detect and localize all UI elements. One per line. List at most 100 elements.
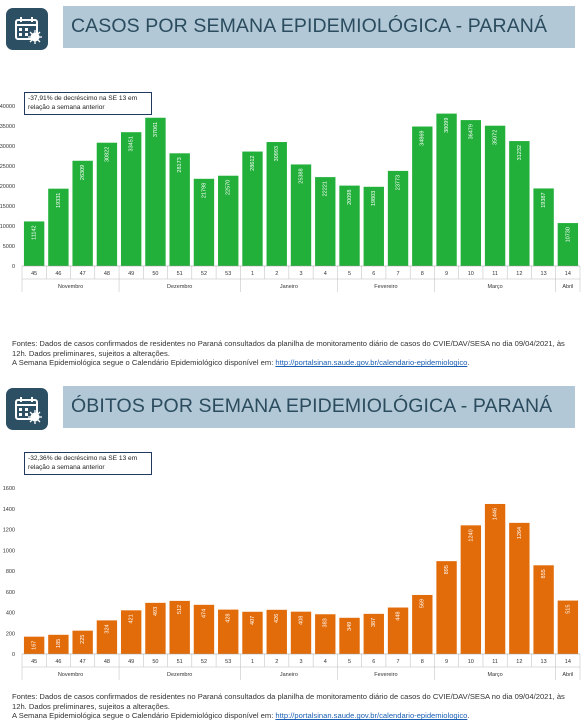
data-label: 30993 (274, 146, 280, 161)
x-tick-label: 45 (31, 271, 37, 277)
calendar-link[interactable]: http://portalsinan.saude.gov.br/calendar… (275, 711, 468, 721)
data-label: 36479 (468, 124, 474, 139)
data-label: 349 (347, 622, 353, 631)
bar (266, 142, 287, 266)
data-label: 33451 (129, 136, 135, 151)
data-label: 324 (104, 624, 110, 633)
footer-calendar: A Semana Epidemiológica segue o Calendár… (12, 711, 276, 721)
bar (387, 607, 409, 654)
x-tick-label: 13 (541, 659, 547, 665)
x-tick-label: 53 (225, 659, 231, 665)
bar (387, 170, 409, 266)
x-tick-label: 49 (128, 271, 134, 277)
x-tick-label: 51 (177, 659, 183, 665)
y-tick-label: 1600 (3, 486, 15, 492)
bar (484, 503, 506, 654)
y-tick-label: 0 (12, 652, 15, 658)
month-label: Novembro (58, 672, 83, 678)
bar (242, 611, 263, 654)
x-tick-label: 13 (541, 271, 547, 277)
data-label: 383 (323, 618, 329, 627)
footer-sources: Fontes: Dados de casos confirmados de re… (12, 692, 565, 711)
bar (120, 610, 142, 654)
data-label: 35072 (493, 130, 499, 145)
bar (363, 186, 384, 266)
bar (145, 602, 166, 654)
bar (460, 120, 482, 266)
bar (315, 177, 336, 266)
y-tick-label: 1000 (3, 548, 15, 554)
calendar-link[interactable]: http://portalsinan.saude.gov.br/calendar… (275, 358, 468, 368)
data-label: 34869 (420, 131, 426, 146)
bar (48, 188, 69, 266)
x-tick-label: 14 (565, 271, 571, 277)
x-tick-label: 12 (516, 271, 522, 277)
chart-title: ÓBITOS POR SEMANA EPIDEMIOLÓGICA - PARAN… (71, 395, 553, 417)
footer-calendar-line: A Semana Epidemiológica segue o Calendár… (12, 711, 572, 721)
month-label: Dezembro (167, 284, 192, 290)
bar (120, 132, 142, 266)
bar (169, 600, 190, 654)
data-label: 426 (274, 614, 280, 623)
y-tick-label: 800 (6, 569, 15, 575)
x-tick-label: 5 (348, 659, 351, 665)
bar (145, 117, 166, 266)
data-label: 493 (153, 607, 159, 616)
footer-end: . (467, 711, 470, 721)
bar (72, 160, 93, 266)
bar (557, 600, 579, 654)
decrease-note: -32,36% de decréscimo na SE 13 em relaçã… (24, 452, 152, 475)
data-label: 20098 (347, 190, 353, 205)
y-tick-label: 1400 (3, 507, 15, 513)
x-tick-label: 11 (492, 659, 498, 665)
bar (218, 609, 239, 654)
calendar-virus-icon (6, 8, 48, 50)
cases-panel: CASOS POR SEMANA EPIDEMIOLÓGICA - PARANÁ… (0, 0, 588, 367)
bar (193, 178, 215, 266)
x-tick-label: 50 (152, 659, 158, 665)
data-label: 225 (80, 635, 86, 644)
x-tick-label: 9 (445, 271, 448, 277)
month-label: Abril (562, 672, 573, 678)
bar (23, 636, 45, 654)
x-tick-label: 50 (152, 271, 158, 277)
bar (218, 175, 239, 266)
cases-bar-chart: 0 5000 10000 15000 20000 25000 30000 35000 40000… (0, 104, 581, 292)
x-tick-label: 12 (516, 659, 522, 665)
bar (460, 525, 482, 654)
data-label: 512 (177, 605, 183, 614)
x-tick-label: 8 (421, 659, 424, 665)
month-label: Fevereiro (374, 284, 397, 290)
month-label: Fevereiro (374, 672, 397, 678)
month-label: Março (487, 672, 502, 678)
y-tick-label: 1200 (3, 528, 15, 534)
data-label: 19331 (56, 193, 62, 208)
chart-title: CASOS POR SEMANA EPIDEMIOLÓGICA - PARANÁ (71, 15, 548, 37)
data-label: 1240 (468, 529, 474, 541)
y-tick-label: 200 (6, 631, 15, 637)
data-label: 185 (56, 639, 62, 648)
data-label: 31232 (517, 145, 523, 160)
bar (533, 565, 554, 654)
bar (436, 561, 457, 654)
month-label: Março (487, 284, 502, 290)
bar (290, 611, 312, 654)
bar (436, 113, 457, 266)
title-bar: CASOS POR SEMANA EPIDEMIOLÓGICA - PARANÁ (63, 6, 575, 48)
data-label: 387 (371, 618, 377, 627)
data-label: 28173 (177, 157, 183, 172)
bar (266, 609, 287, 654)
x-tick-label: 52 (201, 271, 207, 277)
month-label: Janeiro (280, 284, 298, 290)
data-label: 428 (226, 614, 232, 623)
month-label: Janeiro (280, 672, 298, 678)
x-tick-label: 53 (225, 271, 231, 277)
x-tick-label: 49 (128, 659, 134, 665)
x-tick-label: 45 (31, 659, 37, 665)
bar (96, 142, 118, 266)
x-tick-label: 2 (275, 271, 278, 277)
footer-calendar-line: A Semana Epidemiológica segue o Calendár… (12, 358, 572, 368)
data-label: 167 (32, 641, 38, 650)
bar (290, 164, 312, 266)
